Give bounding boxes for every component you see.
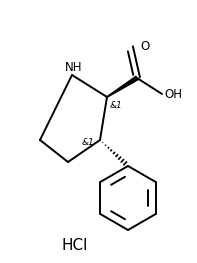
Polygon shape bbox=[107, 76, 138, 97]
Text: &1: &1 bbox=[110, 101, 123, 110]
Text: NH: NH bbox=[65, 61, 83, 74]
Text: &1: &1 bbox=[82, 138, 95, 147]
Text: HCl: HCl bbox=[62, 237, 88, 252]
Text: OH: OH bbox=[164, 88, 182, 100]
Text: O: O bbox=[140, 41, 149, 53]
